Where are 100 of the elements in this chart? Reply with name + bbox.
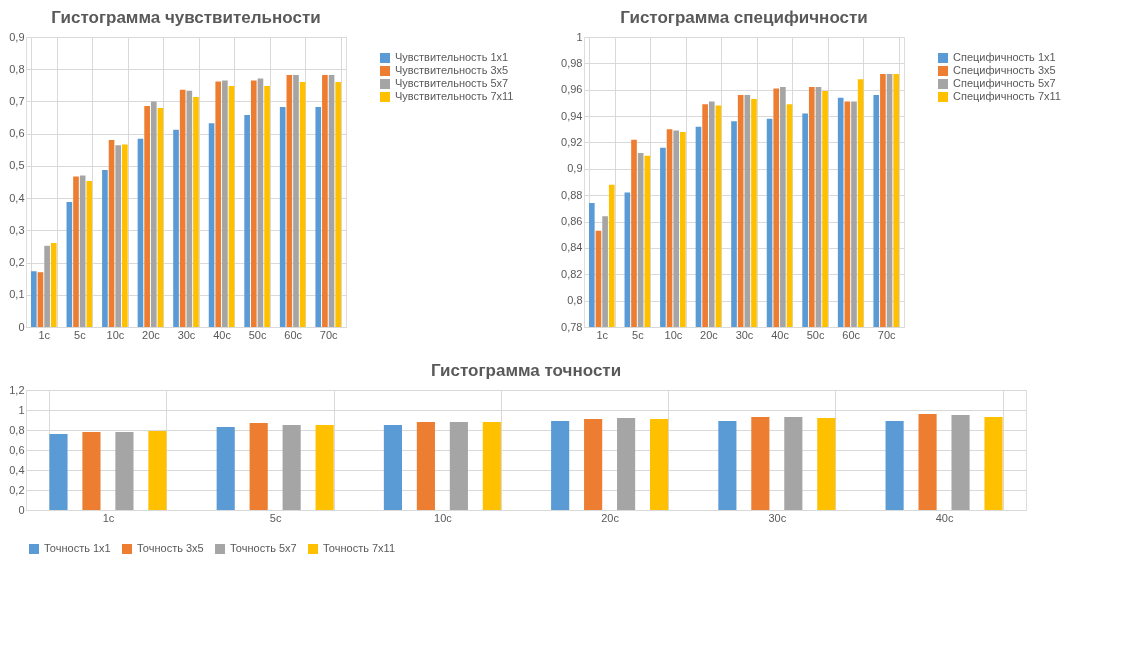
bar: [984, 417, 1003, 510]
bar: [416, 422, 435, 510]
y-tick-label: 0,78: [561, 320, 583, 333]
y-tick-label: 0,3: [9, 223, 25, 236]
y-tick-label: 0,8: [9, 62, 25, 75]
bar: [186, 90, 193, 327]
x-tick-label: 50c: [248, 328, 267, 341]
bar: [951, 415, 970, 510]
bar: [784, 417, 803, 510]
y-tick-label: 0,5: [9, 159, 25, 172]
bar: [249, 423, 268, 510]
bar: [335, 82, 342, 327]
y-tick-label: 0,96: [561, 83, 583, 96]
y-tick-label: 1: [576, 30, 583, 43]
bar: [222, 80, 228, 327]
x-tick-label: 70c: [319, 328, 339, 341]
bar: [215, 81, 222, 327]
bar: [584, 419, 603, 510]
bar: [148, 431, 167, 510]
bar: [150, 101, 157, 327]
x-tick-label: 1c: [38, 328, 51, 341]
bar: [282, 425, 301, 510]
bar: [50, 242, 57, 327]
x-tick-label: 5c: [632, 328, 645, 341]
y-tick-label: 0: [18, 320, 25, 333]
y-tick-label: 1: [18, 403, 25, 416]
x-tick-label: 60c: [284, 328, 303, 341]
x-tick-label: 40c: [935, 511, 954, 524]
x-tick-label: 40c: [771, 328, 790, 341]
x-tick-label: 1c: [102, 511, 115, 524]
bar: [122, 144, 128, 327]
bar: [279, 106, 286, 327]
bar: [173, 129, 179, 327]
legend-label: Специфичность 7x11: [953, 90, 1061, 102]
x-tick-label: 20c: [700, 328, 719, 341]
bar: [918, 414, 937, 510]
bar: [216, 427, 235, 510]
legend-label: Чувствительность 3x5: [395, 64, 509, 76]
bar: [617, 418, 636, 510]
bar: [244, 114, 250, 327]
y-tick-label: 0,2: [9, 256, 25, 269]
y-tick-label: 0: [18, 503, 25, 516]
legend-label: Точность 5x7: [230, 542, 297, 554]
bar: [30, 271, 37, 327]
x-tick-label: 70c: [877, 328, 897, 341]
bar: [817, 418, 836, 510]
x-tick-label: 10c: [664, 328, 683, 341]
bar: [650, 419, 669, 510]
chart-title: Гистограмма специфичности: [620, 8, 868, 27]
bar: [82, 432, 101, 510]
y-tick-label: 0,84: [561, 241, 583, 254]
y-tick-label: 0,92: [561, 135, 583, 148]
x-tick-label: 20c: [601, 511, 620, 524]
y-tick-label: 0,98: [561, 56, 583, 69]
bar: [293, 75, 299, 327]
bar: [144, 105, 150, 327]
legend-label: Специфичность 5x7: [953, 77, 1056, 89]
y-tick-label: 0,94: [561, 109, 583, 122]
y-tick-label: 0,6: [9, 443, 25, 456]
bar: [383, 425, 402, 510]
y-tick-label: 0,6: [9, 127, 25, 140]
legend-label: Точность 1x1: [44, 542, 111, 554]
y-tick-label: 0,8: [9, 423, 25, 436]
bar: [322, 75, 328, 327]
bar: [86, 181, 93, 327]
legend-label: Точность 3x5: [137, 542, 204, 554]
bar: [315, 106, 322, 327]
bar: [115, 145, 122, 327]
bar: [179, 89, 186, 327]
legend-label: Специфичность 3x5: [953, 64, 1056, 76]
bar: [885, 421, 904, 510]
x-tick-label: 1c: [596, 328, 609, 341]
legend-label: Специфичность 1x1: [953, 51, 1056, 63]
bar: [315, 425, 334, 510]
x-tick-label: 10c: [434, 511, 453, 524]
y-tick-label: 1,2: [9, 383, 25, 396]
legend-label: Чувствительность 1x1: [395, 51, 509, 63]
legend-label: Чувствительность 7x11: [395, 90, 514, 102]
bar: [44, 245, 50, 327]
y-tick-label: 0,7: [9, 94, 25, 107]
legend-label: Точность 7x11: [323, 542, 396, 554]
bar: [102, 170, 108, 327]
chart-title: Гистограмма точности: [430, 361, 622, 380]
x-tick-label: 60c: [842, 328, 861, 341]
y-tick-label: 0,8: [567, 294, 583, 307]
x-tick-label: 5c: [74, 328, 87, 341]
y-tick-label: 0,2: [9, 483, 25, 496]
legend-label: Чувствительность 5x7: [395, 77, 509, 89]
y-tick-label: 0,9: [567, 162, 583, 175]
bar: [115, 432, 134, 510]
x-tick-label: 50c: [806, 328, 825, 341]
y-tick-label: 0,1: [9, 288, 25, 301]
x-tick-label: 20c: [142, 328, 161, 341]
y-tick-label: 0,4: [9, 191, 25, 204]
bar: [718, 421, 737, 510]
x-tick-label: 10c: [106, 328, 125, 341]
y-tick-label: 0,88: [561, 188, 583, 201]
bar: [250, 80, 257, 327]
bar: [264, 85, 270, 327]
x-tick-label: 30c: [768, 511, 787, 524]
